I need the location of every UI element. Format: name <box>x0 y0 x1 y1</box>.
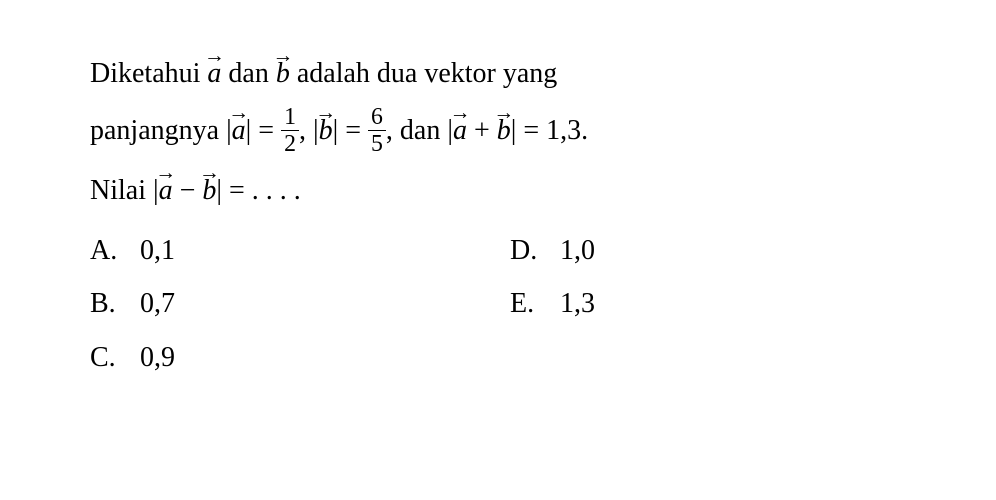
option-value: 1,0 <box>560 227 595 275</box>
option-letter: E. <box>510 280 560 328</box>
vector-a: a <box>159 167 173 215</box>
option-b: B. 0,7 <box>90 280 510 328</box>
text: | = <box>246 115 281 146</box>
problem-line-3: Nilai |a − b| = . . . . <box>90 167 906 215</box>
option-letter: C. <box>90 334 140 382</box>
vector-b: b <box>276 50 290 98</box>
numerator: 1 <box>281 104 299 131</box>
text: | = <box>333 115 368 146</box>
vector-a: a <box>453 107 467 155</box>
text: | = . . . . <box>216 175 300 206</box>
option-value: 0,9 <box>140 334 510 382</box>
denominator: 2 <box>281 131 299 157</box>
option-letter: D. <box>510 227 560 275</box>
numerator: 6 <box>368 104 386 131</box>
option-letter: A. <box>90 227 140 275</box>
fraction-half: 12 <box>281 104 299 157</box>
fraction-six-fifths: 65 <box>368 104 386 157</box>
text: Nilai | <box>90 175 159 206</box>
option-value: 0,7 <box>140 280 510 328</box>
options-column-2: D. 1,0 E. 1,3 <box>510 227 595 388</box>
text: | = 1,3. <box>511 115 588 146</box>
option-e: E. 1,3 <box>510 280 595 328</box>
option-letter: B. <box>90 280 140 328</box>
text: Diketahui <box>90 58 207 89</box>
option-a: A. 0,1 <box>90 227 510 275</box>
text: dan <box>221 58 275 89</box>
math-problem: Diketahui a dan b adalah dua vektor yang… <box>90 50 906 387</box>
text: panjangnya | <box>90 115 232 146</box>
vector-a: a <box>232 107 246 155</box>
problem-line-1: Diketahui a dan b adalah dua vektor yang <box>90 50 906 98</box>
vector-b: b <box>497 107 511 155</box>
option-value: 0,1 <box>140 227 510 275</box>
text: adalah dua vektor yang <box>290 58 557 89</box>
answer-options: A. 0,1 B. 0,7 C. 0,9 D. 1,0 E. 1,3 <box>90 227 906 388</box>
denominator: 5 <box>368 131 386 157</box>
option-value: 1,3 <box>560 280 595 328</box>
option-c: C. 0,9 <box>90 334 510 382</box>
vector-b: b <box>202 167 216 215</box>
vector-a: a <box>207 50 221 98</box>
text: , dan | <box>386 115 453 146</box>
problem-line-2: panjangnya |a| = 12, |b| = 65, dan |a + … <box>90 106 906 159</box>
options-column-1: A. 0,1 B. 0,7 C. 0,9 <box>90 227 510 388</box>
option-d: D. 1,0 <box>510 227 595 275</box>
vector-b: b <box>319 107 333 155</box>
